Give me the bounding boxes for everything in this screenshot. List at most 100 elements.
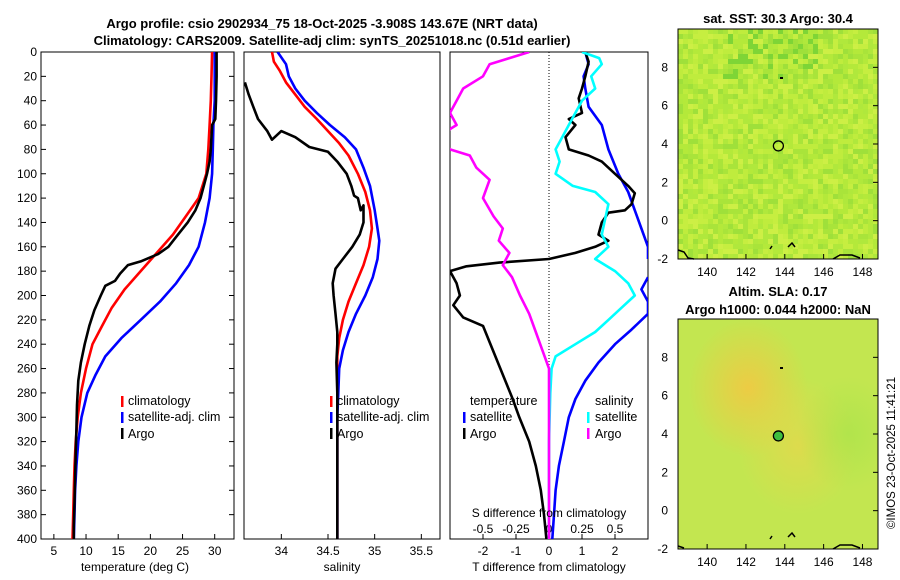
sst-cell — [678, 134, 684, 140]
sst-cell — [833, 109, 839, 115]
sst-cell — [743, 109, 749, 115]
sst-cell — [843, 104, 849, 110]
sst-cell — [748, 104, 754, 110]
sst-cell — [798, 54, 804, 60]
sst-cell — [858, 159, 864, 165]
sst-cell — [808, 89, 814, 95]
sst-cell — [743, 184, 749, 190]
sst-cell — [743, 214, 749, 220]
sst-cell — [763, 59, 769, 65]
sst-cell — [793, 134, 799, 140]
depth-tick-label: 120 — [17, 191, 37, 205]
sst-cell — [693, 164, 699, 170]
sst-cell — [788, 109, 794, 115]
sst-cell — [763, 29, 769, 35]
sst-cell — [818, 139, 824, 145]
sst-cell — [863, 184, 869, 190]
sst-cell — [828, 99, 834, 105]
sst-cell — [868, 184, 874, 190]
sst-cell — [843, 189, 849, 195]
sst-cell — [688, 129, 694, 135]
sst-cell — [768, 139, 774, 145]
sst-cell — [863, 199, 869, 205]
sst-cell — [778, 149, 784, 155]
sst-cell — [868, 69, 874, 75]
sst-cell — [843, 129, 849, 135]
temperature-legend: climatology satellite-adj. clim Argo — [121, 394, 220, 441]
sla-coastline — [677, 531, 861, 550]
sst-cell — [763, 89, 769, 95]
sst-cell — [803, 149, 809, 155]
sst-cell — [768, 49, 774, 55]
sst-cell — [733, 154, 739, 160]
sst-cell — [763, 244, 769, 250]
sst-cell — [683, 104, 689, 110]
sst-cell — [698, 189, 704, 195]
sst-cell — [843, 199, 849, 205]
sst-cell — [723, 224, 729, 230]
sst-cell — [678, 149, 684, 155]
sst-cell — [848, 234, 854, 240]
sst-cell — [803, 144, 809, 150]
sst-cell — [693, 219, 699, 225]
sst-cell — [763, 199, 769, 205]
sst-cell — [818, 244, 824, 250]
sst-cell — [713, 29, 719, 35]
sst-cell — [678, 79, 684, 85]
sst-cell — [728, 224, 734, 230]
sst-cell — [693, 244, 699, 250]
sst-cell — [768, 84, 774, 90]
sst-cell — [698, 164, 704, 170]
sst-cell — [768, 94, 774, 100]
sst-cell — [773, 239, 779, 245]
sst-cell — [848, 119, 854, 125]
sst-cell — [808, 249, 814, 255]
sst-cell — [738, 219, 744, 225]
sst-title: sat. SST: 30.3 Argo: 30.4 — [703, 11, 854, 26]
sst-cell — [768, 169, 774, 175]
sst-cell — [793, 199, 799, 205]
sst-cell — [768, 124, 774, 130]
sst-cell — [783, 129, 789, 135]
sst-cell — [708, 64, 714, 70]
sst-cell — [818, 229, 824, 235]
sst-cell — [778, 244, 784, 250]
sst-cell — [748, 64, 754, 70]
sst-cell — [758, 159, 764, 165]
sst-cell — [723, 199, 729, 205]
sst-cell — [803, 64, 809, 70]
sst-cell — [763, 209, 769, 215]
x-tick-label: 5 — [51, 544, 58, 558]
sst-cell — [768, 44, 774, 50]
sst-cell — [868, 79, 874, 85]
sst-cell — [838, 89, 844, 95]
sst-cell — [868, 249, 874, 255]
sst-cell — [868, 149, 874, 155]
sst-cell — [683, 164, 689, 170]
sst-cell — [803, 254, 809, 260]
sst-cell — [718, 129, 724, 135]
sst-cell — [818, 109, 824, 115]
sst-cell — [843, 224, 849, 230]
sst-cell — [823, 169, 829, 175]
sst-cell — [783, 219, 789, 225]
sst-cell — [733, 64, 739, 70]
sst-cell — [778, 34, 784, 40]
sst-cell — [818, 104, 824, 110]
sst-cell — [753, 44, 759, 50]
sst-cell — [758, 69, 764, 75]
sst-cell — [848, 134, 854, 140]
sst-cell — [838, 164, 844, 170]
sst-cell — [813, 114, 819, 120]
sst-cell — [688, 234, 694, 240]
sst-cell — [798, 199, 804, 205]
sst-cell — [873, 154, 879, 160]
sst-cell — [783, 154, 789, 160]
sst-cell — [868, 194, 874, 200]
sst-cell — [698, 69, 704, 75]
sst-cell — [808, 29, 814, 35]
sst-cell — [868, 204, 874, 210]
sst-cell — [678, 39, 684, 45]
sst-cell — [733, 129, 739, 135]
sst-cell — [818, 124, 824, 130]
